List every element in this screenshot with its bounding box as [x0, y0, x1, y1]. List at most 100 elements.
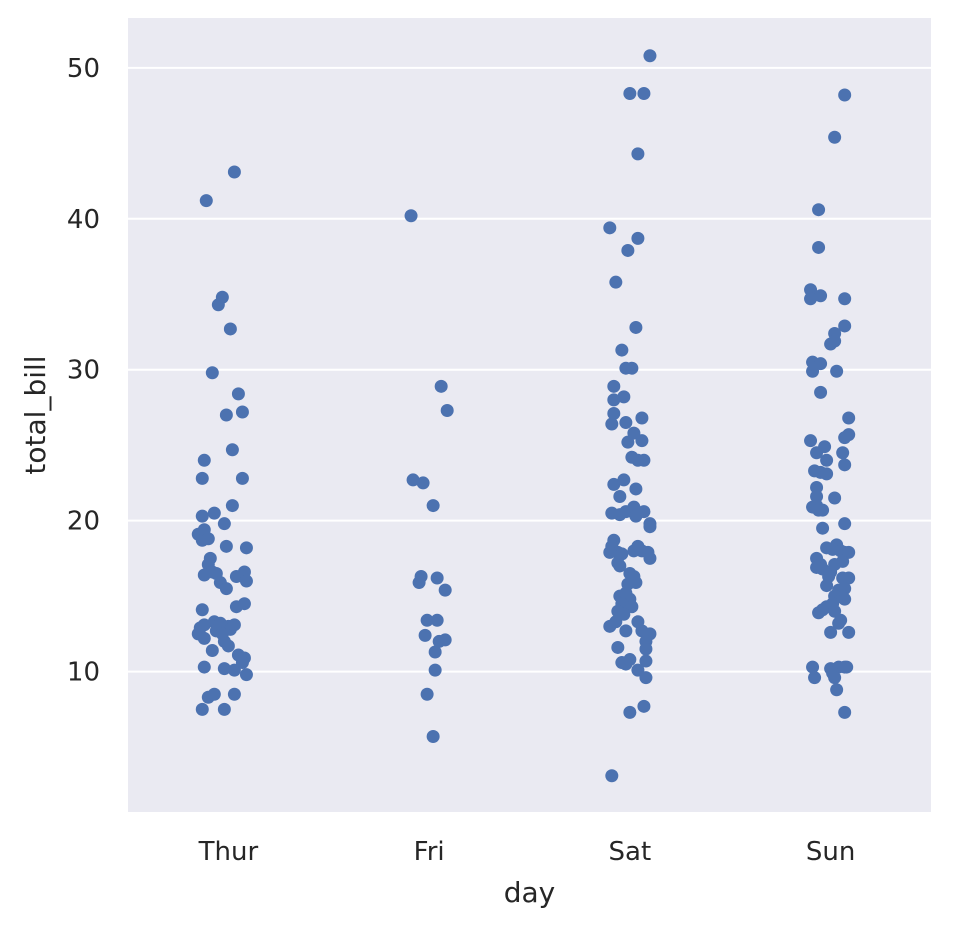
data-point-sun — [840, 660, 854, 674]
data-point-sun — [820, 467, 834, 481]
data-point-sun — [816, 521, 830, 535]
data-point-fri — [426, 730, 440, 744]
data-point-sun — [824, 625, 838, 639]
data-point-thur — [195, 471, 209, 485]
data-point-sat — [611, 640, 625, 654]
data-point-thur — [237, 597, 251, 611]
data-point-sat — [631, 147, 645, 161]
data-point-sun — [810, 446, 824, 460]
data-point-sun — [812, 240, 826, 254]
data-point-sat — [629, 576, 643, 590]
data-point-sun — [816, 603, 830, 617]
data-point-fri — [416, 476, 430, 490]
y-tick-label: 20 — [67, 507, 100, 537]
data-point-sun — [842, 571, 856, 585]
data-point-sun — [842, 625, 856, 639]
data-point-thur — [219, 408, 233, 422]
data-point-sat — [623, 705, 637, 719]
data-point-sat — [629, 482, 643, 496]
data-point-thur — [197, 631, 211, 645]
data-point-sun — [838, 592, 852, 606]
data-point-sat — [623, 86, 637, 100]
y-tick-label: 10 — [67, 658, 100, 688]
data-point-thur — [205, 366, 219, 380]
data-point-sat — [643, 551, 657, 565]
data-point-thur — [211, 298, 225, 312]
data-point-sat — [637, 453, 651, 467]
data-point-sat — [607, 393, 621, 407]
data-point-sat — [607, 477, 621, 491]
data-point-sat — [637, 505, 651, 519]
x-axis-label: day — [504, 876, 556, 909]
x-tick-label-thur: Thur — [198, 837, 259, 867]
data-point-fri — [414, 570, 428, 584]
data-point-thur — [199, 194, 213, 208]
data-point-sat — [611, 556, 625, 570]
data-point-sat — [621, 435, 635, 449]
x-tick-labels: Thur Fri Sat Sun — [198, 837, 856, 867]
data-point-sun — [804, 434, 818, 448]
data-point-sat — [609, 615, 623, 629]
data-point-sat — [639, 642, 653, 656]
data-point-thur — [195, 603, 209, 617]
data-point-sat — [603, 545, 617, 559]
data-point-sun — [828, 130, 842, 144]
data-point-thur — [235, 471, 249, 485]
data-point-fri — [438, 583, 452, 597]
y-axis-label: total_bill — [19, 355, 52, 474]
data-point-fri — [404, 209, 418, 223]
data-point-thur — [207, 506, 221, 520]
data-point-sat — [643, 49, 657, 63]
data-point-sat — [619, 361, 633, 375]
y-tick-label: 40 — [67, 205, 100, 235]
data-point-sun — [808, 671, 822, 685]
data-point-sun — [810, 480, 824, 494]
plot-area — [128, 18, 931, 812]
data-point-thur — [235, 656, 249, 670]
y-tick-labels: 10 20 30 40 50 — [67, 54, 100, 688]
data-point-sun — [838, 705, 852, 719]
data-point-sat — [635, 434, 649, 448]
data-point-thur — [207, 687, 221, 701]
x-tick-label-sun: Sun — [806, 837, 855, 867]
data-point-sun — [810, 490, 824, 504]
data-point-sun — [836, 554, 850, 568]
data-point-sat — [607, 406, 621, 420]
data-point-sun — [836, 446, 850, 460]
data-point-sun — [816, 503, 830, 517]
data-point-fri — [406, 473, 420, 487]
data-point-sun — [838, 517, 852, 531]
data-point-sun — [806, 364, 820, 378]
data-point-thur — [205, 643, 219, 657]
data-point-thur — [225, 443, 239, 457]
data-point-sun — [830, 683, 844, 697]
data-point-thur — [239, 574, 253, 588]
data-point-thur — [205, 565, 219, 579]
data-point-fri — [434, 379, 448, 393]
data-point-sat — [631, 231, 645, 245]
data-point-thur — [235, 405, 249, 419]
data-point-thur — [195, 702, 209, 716]
data-point-fri — [428, 663, 442, 677]
data-point-sun — [814, 289, 828, 303]
data-point-sat — [643, 520, 657, 534]
data-point-thur — [239, 541, 253, 555]
data-point-sun — [842, 411, 856, 425]
data-point-sat — [617, 473, 631, 487]
data-point-sun — [830, 364, 844, 378]
data-point-thur — [217, 702, 231, 716]
data-point-thur — [197, 453, 211, 467]
data-point-thur — [227, 687, 241, 701]
data-point-sat — [613, 490, 627, 504]
data-point-thur — [221, 639, 235, 653]
data-point-thur — [227, 165, 241, 179]
data-point-sat — [639, 654, 653, 668]
data-point-sun — [820, 453, 834, 467]
data-point-thur — [225, 499, 239, 513]
data-point-fri — [426, 499, 440, 513]
data-point-sun — [820, 579, 834, 593]
y-tick-label: 50 — [67, 54, 100, 84]
data-points — [191, 49, 856, 783]
data-point-sat — [635, 411, 649, 425]
